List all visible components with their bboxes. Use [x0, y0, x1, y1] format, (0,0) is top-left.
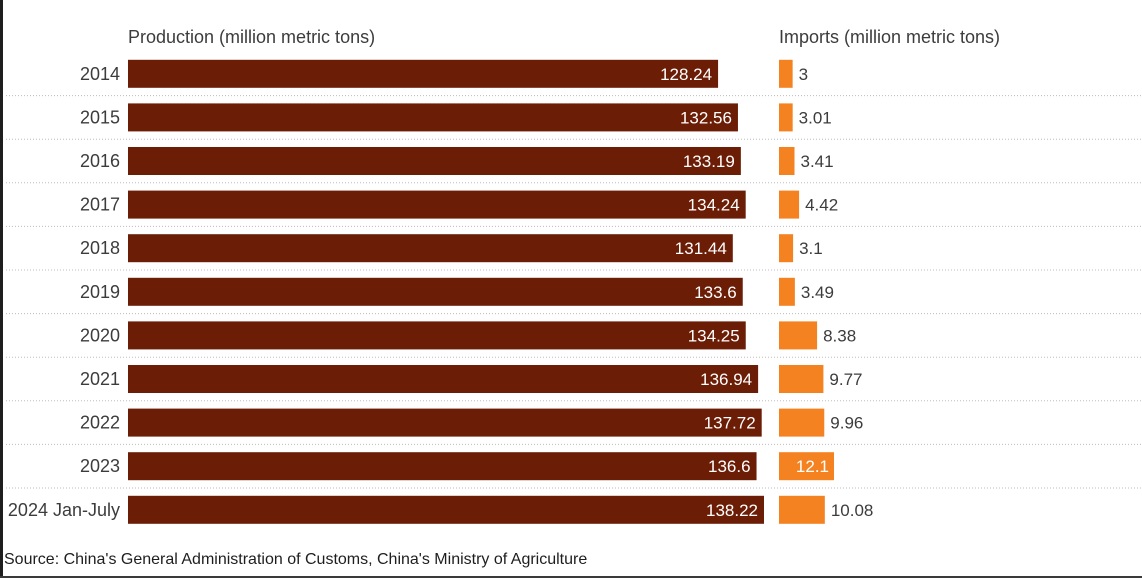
category-label: 2024 Jan-July — [8, 500, 120, 520]
imports-value-label: 3.49 — [801, 283, 834, 302]
production-bar — [128, 365, 759, 393]
left-border — [0, 0, 3, 578]
production-value-label: 134.25 — [688, 326, 740, 345]
category-label: 2023 — [80, 456, 120, 476]
imports-bar — [779, 365, 824, 393]
imports-bar — [779, 59, 793, 88]
imports-value-label: 3 — [799, 65, 808, 84]
imports-bar — [779, 452, 834, 481]
production-bar — [128, 321, 746, 350]
imports-bar — [779, 190, 800, 219]
production-value-label: 138.22 — [706, 501, 758, 520]
category-label: 2016 — [80, 151, 120, 171]
imports-header: Imports (million metric tons) — [779, 27, 1001, 47]
imports-bar — [779, 321, 818, 350]
production-bar — [128, 59, 719, 88]
production-value-label: 136.94 — [700, 370, 752, 389]
imports-value-label: 12.1 — [796, 457, 829, 476]
production-value-label: 133.6 — [694, 283, 737, 302]
imports-bar — [779, 495, 825, 524]
production-value-label: 134.24 — [688, 196, 740, 215]
imports-bar — [779, 234, 794, 263]
production-bar — [128, 277, 743, 306]
category-label: 2018 — [80, 238, 120, 258]
category-label: 2021 — [80, 369, 120, 389]
category-label: 2019 — [80, 282, 120, 302]
production-bar — [128, 495, 764, 524]
imports-value-label: 3.41 — [801, 152, 834, 171]
production-bar — [128, 190, 746, 219]
imports-value-label: 9.77 — [829, 370, 862, 389]
bottom-border — [0, 576, 1142, 578]
category-label: 2015 — [80, 107, 120, 127]
production-header: Production (million metric tons) — [128, 27, 376, 47]
imports-bar — [779, 408, 825, 437]
production-bar — [128, 408, 762, 437]
production-bar — [128, 234, 733, 263]
category-label: 2017 — [80, 195, 120, 215]
imports-value-label: 4.42 — [805, 196, 838, 215]
imports-value-label: 3.1 — [799, 239, 823, 258]
category-label: 2020 — [80, 325, 120, 345]
production-bar — [128, 103, 738, 132]
production-value-label: 133.19 — [683, 152, 735, 171]
production-value-label: 131.44 — [675, 239, 727, 258]
imports-bar — [779, 103, 793, 132]
production-value-label: 137.72 — [704, 414, 756, 433]
category-label: 2014 — [80, 64, 120, 84]
production-value-label: 132.56 — [680, 108, 732, 127]
imports-value-label: 9.96 — [830, 414, 863, 433]
production-bar — [128, 147, 741, 175]
production-value-label: 136.6 — [708, 457, 751, 476]
imports-value-label: 10.08 — [831, 501, 874, 520]
category-label: 2022 — [80, 413, 120, 433]
production-bar — [128, 452, 757, 481]
imports-bar — [779, 147, 795, 175]
source-note: Source: China's General Administration o… — [4, 551, 588, 568]
production-value-label: 128.24 — [660, 65, 712, 84]
imports-value-label: 3.01 — [799, 108, 832, 127]
imports-value-label: 8.38 — [823, 326, 856, 345]
imports-bar — [779, 277, 795, 306]
